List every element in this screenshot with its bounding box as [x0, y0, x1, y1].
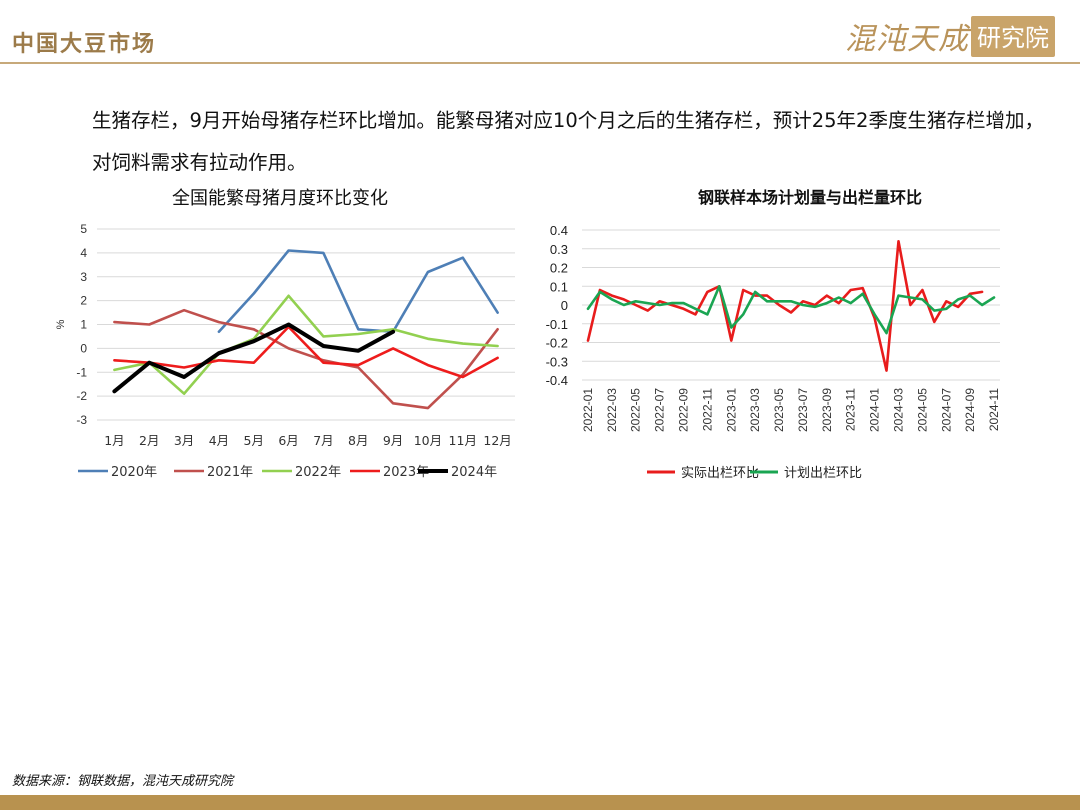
legend-label-2024年: 2024年 [451, 465, 497, 480]
y-tick-label: 5 [80, 222, 87, 236]
x-tick-label: 2023-11 [844, 388, 858, 431]
x-tick-label: 12月 [483, 433, 511, 448]
y-tick-label: -0.4 [546, 373, 568, 388]
y-tick-label: 3 [80, 270, 87, 284]
y-tick-label: 0.1 [550, 279, 568, 294]
legend-label-计划出栏环比: 计划出栏环比 [784, 466, 862, 481]
chart1-title: 全国能繁母猪月度环比变化 [172, 188, 388, 209]
y-tick-label: 0 [561, 298, 568, 313]
logo-main-text: 混沌天成 [845, 22, 969, 57]
series-line-2020年 [217, 249, 499, 333]
y-tick-label: -2 [76, 389, 87, 403]
chart2-title: 钢联样本场计划量与出栏量环比 [697, 188, 922, 207]
series-line-2022年 [113, 294, 499, 395]
x-tick-label: 2022-11 [700, 388, 714, 431]
footer-bar [0, 795, 1080, 810]
legend-label-2023年: 2023年 [383, 465, 429, 480]
body-paragraph: 生猪存栏，9月开始母猪存栏环比增加。能繁母猪对应10个月之后的生猪存栏，预计25… [92, 109, 1044, 174]
x-tick-label: 2022-07 [653, 388, 667, 432]
x-tick-label: 4月 [209, 433, 229, 448]
y-tick-label: 4 [80, 246, 87, 260]
legend-label-2022年: 2022年 [295, 465, 341, 480]
x-tick-label: 3月 [174, 433, 194, 448]
x-tick-label: 5月 [244, 433, 264, 448]
y-tick-label: 0.3 [550, 242, 568, 257]
x-tick-label: 2022-05 [629, 388, 643, 432]
y-tick-label: 1 [80, 318, 87, 332]
y-tick-label: -0.2 [546, 336, 568, 351]
header-divider [0, 62, 1080, 64]
y-tick-label: -0.1 [546, 317, 568, 332]
series-line-实际出栏环比 [586, 240, 984, 372]
y-tick-label: 0.4 [550, 223, 568, 238]
x-tick-label: 2024-05 [915, 388, 929, 432]
x-tick-label: 2023-01 [724, 388, 738, 432]
series-line-计划出栏环比 [586, 285, 996, 335]
legend-label-2020年: 2020年 [111, 465, 157, 480]
series-line-2024年 [112, 322, 396, 394]
x-tick-label: 10月 [414, 433, 442, 448]
y-tick-label: -1 [76, 365, 87, 379]
series-line-2023年 [113, 325, 499, 379]
x-tick-label: 9月 [383, 433, 403, 448]
y-tick-label: 0.2 [550, 261, 568, 276]
x-tick-label: 2024-03 [891, 388, 905, 432]
legend-label-2021年: 2021年 [207, 465, 253, 480]
x-tick-label: 8月 [348, 433, 368, 448]
x-tick-label: 2023-05 [772, 388, 786, 432]
company-logo: 混沌天成 研究院 [845, 14, 1055, 58]
page-header-title: 中国大豆市场 [12, 31, 157, 57]
x-tick-label: 7月 [313, 433, 333, 448]
x-tick-label: 6月 [278, 433, 298, 448]
x-tick-label: 2022-01 [581, 388, 595, 432]
y-tick-label: -3 [76, 413, 87, 427]
chart1-sow-mom-change: -3 -2 -1 0 1 2 3 4 5% 1月 2月 3月 4月 5月 6月 7月 8月 9月 10月 11月 12月… [55, 222, 515, 480]
legend-label-实际出栏环比: 实际出栏环比 [681, 466, 759, 481]
logo-box-text: 研究院 [971, 15, 1055, 57]
y-axis-label: % [55, 319, 67, 329]
x-tick-label: 2022-03 [605, 388, 619, 432]
y-tick-label: 0 [80, 341, 87, 355]
x-tick-label: 2023-07 [796, 388, 810, 432]
x-tick-label: 11月 [449, 433, 477, 448]
x-tick-label: 2024-09 [963, 388, 977, 432]
x-tick-label: 1月 [104, 433, 124, 448]
chart2-sample-farm-mom: -0.4 -0.3 -0.2 -0.1 0 0.1 0.2 0.3 0.4 2022-01 2022… [546, 223, 1001, 481]
x-tick-label: 2023-03 [748, 388, 762, 432]
x-tick-label: 2024-01 [868, 388, 882, 432]
y-tick-label: -0.3 [546, 354, 568, 369]
series-line-2021年 [113, 308, 499, 410]
x-tick-label: 2022-09 [677, 388, 691, 432]
y-tick-label: 2 [80, 294, 87, 308]
x-tick-label: 2024-11 [987, 388, 1001, 431]
footer-source: 数据来源：钢联数据，混沌天成研究院 [12, 774, 234, 789]
x-tick-label: 2月 [139, 433, 159, 448]
x-tick-label: 2023-09 [820, 388, 834, 432]
x-tick-label: 2024-07 [939, 388, 953, 432]
